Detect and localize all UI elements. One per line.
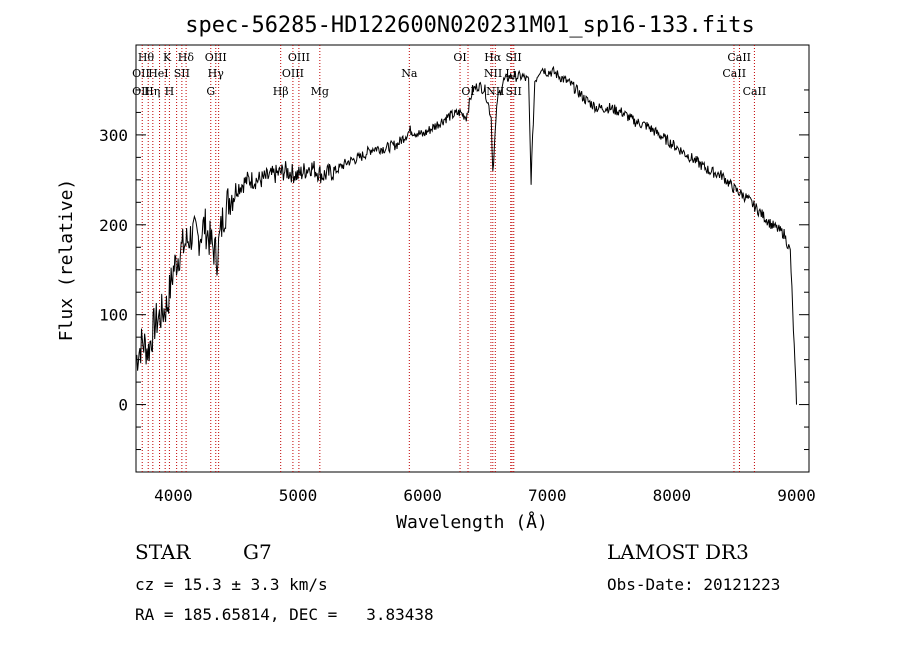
spectral-line-label: Hα: [484, 51, 502, 64]
y-axis-ticks: 0 100 200 300: [99, 89, 809, 451]
x-axis-ticks: 4000 5000 6000 7000 8000 9000: [154, 486, 816, 505]
spectral-line-label: SII: [174, 67, 190, 80]
spectral-line-markers: [141, 45, 755, 472]
y-tick-label: 100: [99, 306, 128, 325]
x-axis-label: Wavelength (Å): [396, 511, 548, 533]
spectral-line-label: OIII: [288, 51, 310, 64]
y-tick-label: 0: [118, 396, 128, 415]
spectral-line-label: Hη: [144, 85, 160, 98]
spectral-line-label: Hθ: [138, 51, 155, 64]
spectral-line-label: Hδ: [178, 51, 195, 64]
spectral-line-label: CaII: [722, 67, 746, 80]
spectral-line-label: Na: [401, 67, 418, 80]
spectral-line-label: Hγ: [208, 67, 225, 80]
spectral-line-label: CaII: [727, 51, 751, 64]
x-tick-label: 7000: [528, 486, 567, 505]
spectral-line-label: G: [206, 85, 215, 98]
flux-series-line: [135, 65, 797, 405]
survey-name: LAMOST DR3: [607, 540, 749, 564]
x-tick-label: 5000: [279, 486, 318, 505]
object-subclass: G7: [243, 540, 272, 564]
y-tick-label: 200: [99, 216, 128, 235]
plot-frame: [135, 44, 810, 473]
spectral-line-label: NII: [484, 67, 502, 80]
spectral-line-label: OII: [132, 67, 150, 80]
spectral-line-label: SII: [506, 85, 522, 98]
y-axis-label: Flux (relative): [56, 179, 77, 342]
spectral-line-label: CaII: [743, 85, 767, 98]
chart-title: spec-56285-HD122600N020231M01_sp16-133.f…: [185, 13, 755, 38]
ra-dec: RA = 185.65814, DEC = 3.83438: [135, 605, 434, 624]
spectral-line-label: OIII: [205, 51, 227, 64]
spectral-line-label: Mg: [311, 85, 329, 98]
object-class: STAR: [135, 540, 191, 564]
spectral-line-label: H: [165, 85, 175, 98]
spectral-line-label: HeI: [148, 67, 168, 80]
spectral-line-label: OIII: [282, 67, 304, 80]
spectral-line-label: OI: [453, 51, 466, 64]
x-tick-label: 8000: [653, 486, 692, 505]
observation-date: Obs-Date: 20121223: [607, 575, 781, 594]
spectral-line-label: OII: [132, 85, 150, 98]
spectral-line-label: SII: [506, 51, 522, 64]
x-tick-label: 6000: [403, 486, 442, 505]
spectral-line-label: Hβ: [273, 85, 289, 98]
redshift-cz: cz = 15.3 ± 3.3 km/s: [135, 575, 328, 594]
y-tick-label: 300: [99, 126, 128, 145]
spectral-line-label: K: [163, 51, 172, 64]
spectral-line-label: NII: [486, 85, 504, 98]
x-tick-label: 4000: [154, 486, 193, 505]
x-tick-label: 9000: [777, 486, 816, 505]
